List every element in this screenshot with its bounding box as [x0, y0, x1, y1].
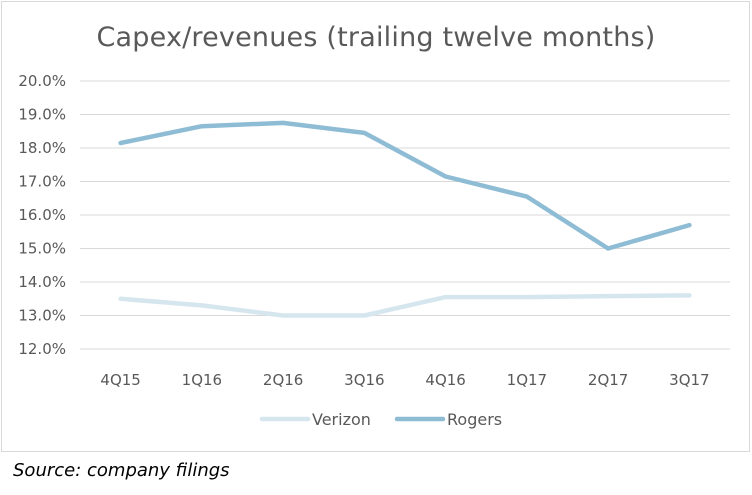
- series-line-verizon: [118, 293, 692, 318]
- series-line-rogers: [118, 120, 692, 251]
- y-tick-label: 16.0%: [18, 206, 66, 224]
- chart-title: Capex/revenues (trailing twelve months): [96, 22, 656, 53]
- gridlines: [80, 80, 730, 350]
- y-tick-label: 14.0%: [18, 273, 66, 291]
- y-tick-label: 18.0%: [18, 139, 66, 157]
- x-tick-label: 1Q16: [182, 371, 222, 389]
- legend-label: Verizon: [312, 410, 371, 429]
- y-tick-label: 20.0%: [18, 72, 66, 90]
- y-tick-label: 17.0%: [18, 173, 66, 191]
- x-tick-label: 4Q15: [100, 371, 140, 389]
- legend: Verizon Rogers: [259, 410, 502, 429]
- y-tick-label: 12.0%: [18, 340, 66, 358]
- series-lines: [118, 120, 692, 318]
- x-tick-label: 2Q17: [588, 371, 628, 389]
- legend-label: Rogers: [447, 410, 502, 429]
- x-tick-label: 3Q17: [669, 371, 709, 389]
- x-tick-label: 1Q17: [507, 371, 547, 389]
- source-note: Source: company filings: [13, 460, 230, 481]
- x-tick-label: 4Q16: [425, 371, 465, 389]
- y-tick-label: 13.0%: [18, 307, 66, 325]
- x-axis-ticks: 4Q15 1Q16 2Q16 3Q16 4Q16 1Q17 2Q17 3Q17: [100, 371, 709, 389]
- y-tick-label: 19.0%: [18, 106, 66, 124]
- x-tick-label: 2Q16: [263, 371, 303, 389]
- x-tick-label: 3Q16: [344, 371, 384, 389]
- line-chart: 12.0% 13.0% 14.0% 15.0% 16.0% 17.0% 18.0% 19.0%…: [18, 72, 730, 429]
- y-axis-ticks: 12.0% 13.0% 14.0% 15.0% 16.0% 17.0% 18.0% 19.0%…: [18, 72, 66, 358]
- chart-frame: [1, 1, 750, 452]
- y-tick-label: 15.0%: [18, 240, 66, 258]
